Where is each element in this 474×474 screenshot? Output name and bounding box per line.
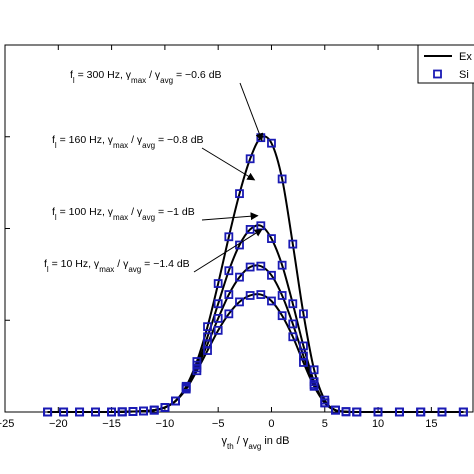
simulation-marker: [117, 407, 127, 417]
x-tick-label: −25: [0, 418, 14, 430]
annotation-2: fl = 160 Hz, γmax / γavg = −0.8 dB: [52, 134, 204, 150]
simulation-marker: [331, 405, 340, 415]
annotation-arrow-3: [201, 212, 259, 221]
simulation-marker: [59, 407, 69, 417]
x-axis-label: γth / γavg in dB: [222, 435, 290, 451]
simulation-marker: [267, 296, 276, 306]
simulation-marker: [203, 322, 212, 332]
x-tick-label: −20: [49, 418, 68, 430]
simulation-marker: [160, 403, 170, 412]
axis-labels: γth / γavg in dB: [222, 435, 290, 451]
simulation-marker: [235, 297, 244, 307]
x-tick-label: 0: [268, 418, 274, 430]
annotation-arrow-2: [201, 147, 256, 181]
plot-frame: [4, 44, 474, 413]
x-tick-label: −15: [102, 418, 121, 430]
axis-ticks: −25 −20 −15 −10 −5 0 5 10 15: [0, 44, 437, 430]
simulation-marker: [128, 407, 138, 416]
simulation-marker: [203, 346, 212, 355]
x-tick-label: 10: [372, 418, 384, 430]
simulation-marker: [91, 407, 101, 417]
simulation-marker: [299, 358, 308, 367]
simulation-marker: [394, 407, 404, 417]
simulation-marker: [139, 406, 148, 416]
simulation-markers: [43, 133, 468, 417]
simulation-marker: [213, 299, 223, 309]
simulation-marker: [267, 138, 276, 148]
simulation-marker: [416, 407, 426, 417]
simulation-marker: [181, 384, 191, 394]
exact-curve-1: [47, 135, 464, 414]
simulation-marker: [277, 260, 287, 270]
simulation-marker: [277, 291, 287, 300]
simulation-marker: [245, 262, 255, 272]
legend-marker-swatch: [433, 69, 442, 79]
simulation-marker: [352, 407, 362, 417]
simulation-marker: [277, 311, 287, 321]
x-tick-label: 5: [322, 418, 328, 430]
simulation-marker: [245, 291, 255, 300]
simulation-marker: [43, 407, 53, 417]
simulation-marker: [224, 290, 234, 299]
simulation-marker: [75, 407, 85, 417]
simulation-marker: [373, 407, 383, 417]
simulation-marker: [341, 407, 351, 417]
simulation-marker: [299, 309, 308, 319]
simulation-marker: [256, 290, 266, 299]
simulation-marker: [213, 314, 223, 323]
simulation-marker: [245, 154, 255, 164]
legend-label: Si: [459, 69, 469, 81]
simulation-marker: [320, 398, 330, 408]
x-tick-label: −5: [212, 418, 225, 430]
simulation-marker: [288, 299, 298, 309]
annotation-arrow-4: [193, 228, 263, 273]
simulation-marker: [224, 309, 234, 319]
annotations: fl = 300 Hz, γmax / γavg = −0.6 dB fl = 1…: [44, 69, 264, 274]
simulation-marker: [299, 341, 308, 351]
annotation-3: fl = 100 Hz, γmax / γavg = −1 dB: [52, 206, 195, 222]
simulation-marker: [277, 174, 287, 184]
legend: Ex Si: [417, 44, 474, 84]
legend-box: [417, 44, 474, 84]
annotation-1: fl = 300 Hz, γmax / γavg = −0.6 dB: [70, 69, 222, 85]
x-tick-label: −10: [156, 418, 175, 430]
simulation-marker: [213, 279, 223, 288]
simulation-marker: [171, 396, 180, 406]
exact-curve-4: [47, 293, 464, 414]
simulation-marker: [224, 232, 234, 242]
simulation-marker: [309, 381, 319, 391]
exact-curves: [47, 135, 464, 414]
annotation-4: fl = 10 Hz, γmax / γavg = −1.4 dB: [44, 258, 190, 274]
simulation-marker: [235, 240, 244, 250]
plot-area-border: [4, 44, 474, 413]
exact-curve-2: [47, 224, 464, 414]
simulation-marker: [107, 407, 116, 417]
simulation-marker: [149, 405, 159, 415]
simulation-marker: [288, 332, 298, 342]
simulation-marker: [235, 189, 244, 199]
simulation-marker: [213, 325, 223, 335]
legend-label: Ex: [459, 51, 472, 63]
simulation-marker: [224, 266, 234, 276]
simulation-marker: [458, 407, 468, 417]
simulation-marker: [192, 366, 202, 376]
simulation-marker: [288, 239, 298, 249]
x-tick-label: 15: [425, 418, 437, 430]
simulation-marker: [437, 407, 447, 417]
simulation-marker: [267, 234, 276, 243]
simulation-marker: [267, 270, 276, 280]
simulation-marker: [288, 319, 298, 329]
exact-curve-3: [47, 264, 464, 414]
simulation-marker: [256, 261, 266, 271]
simulation-marker: [309, 365, 319, 375]
simulation-marker: [235, 272, 244, 282]
simulation-marker: [245, 225, 255, 234]
annotation-arrow-1: [239, 82, 264, 142]
